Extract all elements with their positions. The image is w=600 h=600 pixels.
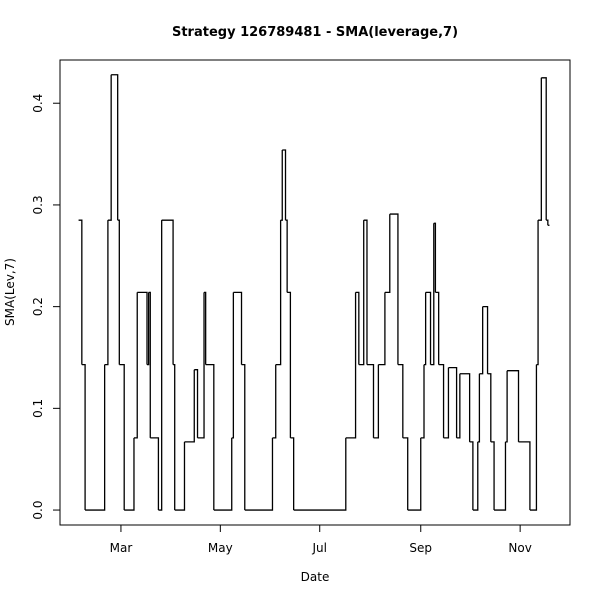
step-segment [241, 363, 246, 511]
step-segment [290, 437, 295, 511]
x-tick-label: Nov [508, 541, 531, 555]
step-segment [389, 213, 399, 365]
step-segment [148, 291, 151, 438]
step-segment [366, 363, 375, 438]
step-segment [384, 214, 391, 294]
step-segment [494, 441, 507, 511]
step-segment [184, 369, 195, 443]
step-segment [194, 369, 199, 438]
step-segment [477, 373, 481, 443]
step-segment [174, 441, 186, 511]
step-segment [472, 441, 479, 511]
step-segment [205, 363, 215, 511]
y-tick-label: 0.2 [31, 297, 45, 316]
step-segment [538, 77, 542, 221]
step-segment [479, 306, 484, 375]
step-segment [117, 219, 120, 365]
step-segment [425, 291, 432, 365]
step-segment [85, 364, 106, 511]
step-segment [541, 77, 547, 221]
step-segment [507, 370, 520, 442]
step-segment [529, 364, 538, 511]
step-segment [438, 363, 445, 438]
step-segment [505, 370, 508, 443]
y-tick-label: 0.0 [31, 501, 45, 520]
y-tick-label: 0.3 [31, 195, 45, 214]
step-segment [345, 292, 357, 439]
step-segment [358, 220, 365, 366]
step-segment [173, 363, 176, 511]
step-segment [435, 291, 440, 365]
step-segment [397, 363, 404, 438]
step-segment [204, 291, 207, 365]
step-segment [448, 367, 458, 438]
step-segment [378, 292, 386, 366]
step-segment [407, 437, 422, 511]
step-segment [433, 222, 437, 293]
step-segment [111, 74, 119, 221]
step-segment [456, 373, 461, 439]
step-segment [158, 220, 163, 511]
step-segment [147, 292, 150, 366]
step-segment [430, 223, 435, 366]
step-segment [373, 364, 380, 439]
step-segment [119, 363, 125, 511]
x-axis-label: Date [301, 570, 330, 584]
step-segment [81, 363, 86, 511]
step-segment [104, 220, 109, 366]
step-segment [355, 291, 360, 365]
x-tick-label: Mar [110, 541, 133, 555]
step-segment [443, 367, 450, 439]
step-segment [282, 149, 287, 221]
step-segment [150, 437, 160, 511]
step-segment [402, 437, 409, 511]
step-segment [107, 74, 112, 221]
step-segment [275, 220, 282, 366]
step-segment [469, 441, 474, 511]
step-segment [161, 219, 174, 365]
step-segment [536, 220, 539, 366]
step-segment [280, 150, 283, 221]
step-segment [424, 292, 427, 366]
step-segment [482, 305, 489, 374]
step-segment [293, 437, 347, 511]
x-tick-label: Jul [311, 541, 326, 555]
step-segment [231, 292, 235, 439]
y-axis-label: SMA(Lev,7) [3, 258, 17, 326]
step-segment [490, 441, 495, 511]
step-segment [459, 373, 471, 442]
step-segment [272, 364, 277, 439]
chart-title: Strategy 126789481 - SMA(leverage,7) [172, 25, 458, 40]
step-segment [420, 364, 425, 439]
step-segment [287, 291, 292, 438]
step-segment [546, 219, 549, 226]
step-segment [233, 291, 243, 365]
step-segment [244, 437, 274, 511]
step-segment [133, 292, 138, 439]
y-tick-label: 0.4 [31, 94, 45, 113]
step-segment [285, 219, 288, 293]
y-tick-label: 0.1 [31, 399, 45, 418]
plot-box [59, 59, 571, 526]
step-segment [213, 437, 233, 511]
step-segment [487, 373, 492, 442]
step-segment [78, 219, 83, 365]
x-tick-label: Sep [409, 541, 432, 555]
x-tick-label: May [208, 541, 233, 555]
step-segment [197, 292, 205, 439]
step-segment [363, 219, 368, 365]
step-segment [124, 437, 135, 511]
step-segment [518, 441, 531, 511]
step-segment [137, 291, 148, 365]
